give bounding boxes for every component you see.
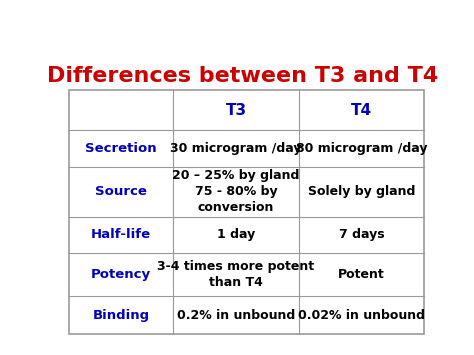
- Text: 0.02% in unbound: 0.02% in unbound: [298, 309, 425, 322]
- Text: Potency: Potency: [91, 268, 151, 281]
- Text: Half-life: Half-life: [91, 228, 151, 241]
- Text: 80 microgram /day: 80 microgram /day: [296, 142, 427, 155]
- Text: 3-4 times more potent
than T4: 3-4 times more potent than T4: [157, 260, 315, 289]
- Text: Secretion: Secretion: [85, 142, 157, 155]
- Text: Source: Source: [95, 185, 147, 198]
- Text: 30 microgram /day: 30 microgram /day: [170, 142, 301, 155]
- Text: T4: T4: [351, 103, 372, 118]
- Text: Binding: Binding: [92, 309, 149, 322]
- Text: Solely by gland: Solely by gland: [308, 185, 415, 198]
- Text: 1 day: 1 day: [217, 228, 255, 241]
- Text: Potent: Potent: [338, 268, 385, 281]
- Text: T3: T3: [226, 103, 246, 118]
- Text: 20 – 25% by gland
75 - 80% by
conversion: 20 – 25% by gland 75 - 80% by conversion: [172, 169, 300, 214]
- Text: Differences between T3 and T4: Differences between T3 and T4: [47, 66, 438, 86]
- Text: 0.2% in unbound: 0.2% in unbound: [177, 309, 295, 322]
- Text: 7 days: 7 days: [339, 228, 384, 241]
